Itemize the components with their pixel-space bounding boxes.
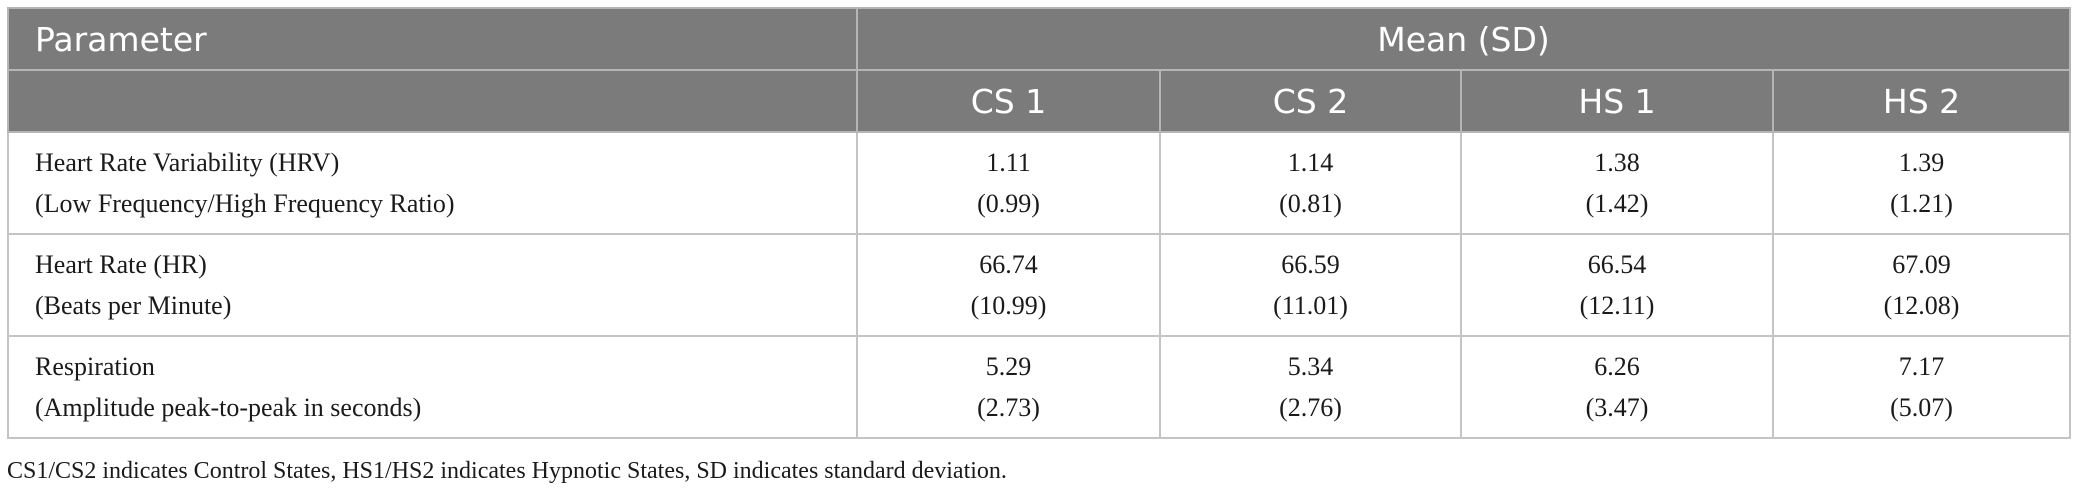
sd-value: (0.81) <box>1279 189 1342 218</box>
header-empty-cell <box>7 69 858 133</box>
mean-value: 5.34 <box>1287 352 1334 381</box>
sd-value: (0.99) <box>977 189 1040 218</box>
sd-value: (12.11) <box>1579 291 1655 320</box>
row-parameter-cell: Heart Rate Variability (HRV) (Low Freque… <box>7 131 858 235</box>
value-cell-cs1: 5.29 (2.73) <box>856 335 1161 439</box>
parameter-unit: (Amplitude peak-to-peak in seconds) <box>35 393 422 422</box>
value-cell-cs2: 1.14 (0.81) <box>1159 131 1462 235</box>
value-cell-cs2: 5.34 (2.76) <box>1159 335 1462 439</box>
mean-value: 1.39 <box>1898 148 1945 177</box>
mean-value: 66.54 <box>1587 250 1647 279</box>
row-parameter-cell: Respiration (Amplitude peak-to-peak in s… <box>7 335 858 439</box>
parameter-unit: (Low Frequency/High Frequency Ratio) <box>35 189 455 218</box>
header-mean-sd: Mean (SD) <box>855 7 2072 71</box>
value-cell-cs2: 66.59 (11.01) <box>1159 233 1462 337</box>
header-parameter: Parameter <box>7 7 858 71</box>
value-cell-hs1: 6.26 (3.47) <box>1460 335 1774 439</box>
table-row-hr: Heart Rate (HR) (Beats per Minute) 66.74… <box>7 233 2072 337</box>
sd-value: (2.76) <box>1279 393 1342 422</box>
column-header-cs2: CS 2 <box>1159 69 1462 133</box>
sd-value: (10.99) <box>970 291 1047 320</box>
sd-value: (1.21) <box>1890 189 1953 218</box>
sd-value: (2.73) <box>977 393 1040 422</box>
mean-value: 1.11 <box>986 148 1031 177</box>
mean-value: 1.38 <box>1594 148 1640 177</box>
row-parameter-cell: Heart Rate (HR) (Beats per Minute) <box>7 233 858 337</box>
table-row-hrv: Heart Rate Variability (HRV) (Low Freque… <box>7 131 2072 235</box>
header-row-columns: CS 1 CS 2 HS 1 HS 2 <box>7 69 2072 133</box>
value-cell-cs1: 66.74 (10.99) <box>856 233 1161 337</box>
sd-value: (3.47) <box>1585 393 1649 422</box>
value-cell-hs2: 67.09 (12.08) <box>1771 233 2072 337</box>
sd-value: (5.07) <box>1890 393 1953 422</box>
value-cell-hs2: 1.39 (1.21) <box>1771 131 2072 235</box>
value-cell-hs1: 66.54 (12.11) <box>1460 233 1774 337</box>
column-header-cs1: CS 1 <box>856 69 1161 133</box>
mean-value: 1.14 <box>1287 148 1334 177</box>
column-header-hs2: HS 2 <box>1771 69 2072 133</box>
sd-value: (1.42) <box>1585 189 1649 218</box>
mean-value: 66.74 <box>979 250 1038 279</box>
sd-value: (11.01) <box>1273 291 1348 320</box>
table-row-respiration: Respiration (Amplitude peak-to-peak in s… <box>7 335 2072 439</box>
mean-value: 7.17 <box>1898 352 1945 381</box>
mean-value: 5.29 <box>985 352 1032 381</box>
parameter-name: Respiration <box>35 352 155 381</box>
sd-value: (12.08) <box>1883 291 1960 320</box>
parameter-unit: (Beats per Minute) <box>35 291 232 320</box>
mean-value: 6.26 <box>1594 352 1640 381</box>
mean-value: 66.59 <box>1281 250 1340 279</box>
results-table: Parameter Mean (SD) CS 1 CS 2 HS 1 HS 2 … <box>7 7 2072 439</box>
mean-value: 67.09 <box>1892 250 1951 279</box>
header-row-top: Parameter Mean (SD) <box>7 7 2072 71</box>
parameter-name: Heart Rate (HR) <box>35 250 207 279</box>
column-header-hs1: HS 1 <box>1460 69 1774 133</box>
value-cell-cs1: 1.11 (0.99) <box>856 131 1161 235</box>
results-table-container: Parameter Mean (SD) CS 1 CS 2 HS 1 HS 2 … <box>7 7 2072 439</box>
value-cell-hs2: 7.17 (5.07) <box>1771 335 2072 439</box>
parameter-name: Heart Rate Variability (HRV) <box>35 148 340 177</box>
value-cell-hs1: 1.38 (1.42) <box>1460 131 1774 235</box>
table-footnote: CS1/CS2 indicates Control States, HS1/HS… <box>7 458 1007 484</box>
